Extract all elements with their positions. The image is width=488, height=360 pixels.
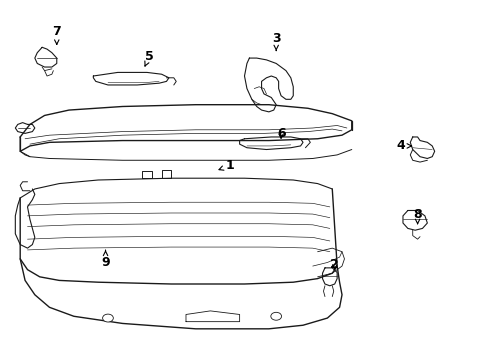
Text: 6: 6: [276, 127, 285, 140]
Text: 2: 2: [330, 258, 338, 271]
Text: 8: 8: [412, 208, 421, 224]
Circle shape: [270, 312, 281, 320]
Text: 7: 7: [52, 25, 61, 44]
Text: 9: 9: [101, 250, 110, 269]
Text: 3: 3: [271, 32, 280, 50]
Text: 4: 4: [395, 139, 411, 152]
Text: 5: 5: [144, 50, 154, 66]
Circle shape: [102, 314, 113, 322]
Text: 1: 1: [219, 159, 234, 172]
